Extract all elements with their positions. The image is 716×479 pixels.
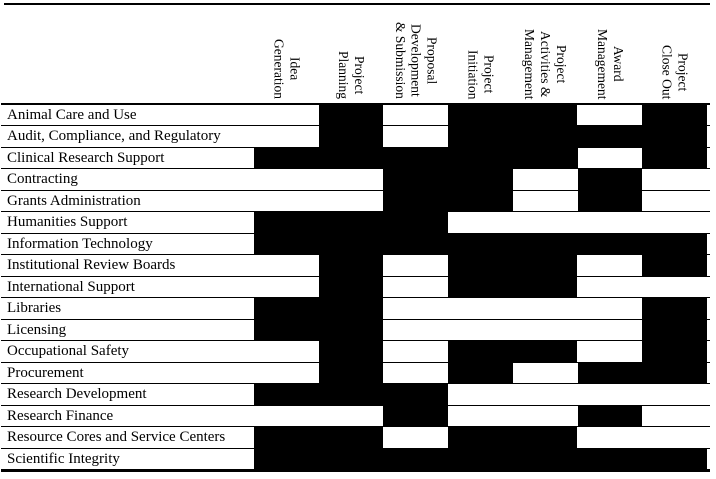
column-header-label: Proposal Development & Submission xyxy=(392,22,440,99)
header-separator-line xyxy=(1,103,710,105)
column-header-project-initiation: Project Initiation xyxy=(448,5,513,100)
matrix-row-scientific-integrity: Scientific Integrity xyxy=(1,448,710,470)
matrix-filled-cells xyxy=(448,126,707,148)
matrix-filled-cells xyxy=(318,276,384,299)
column-header-idea-generation: Idea Generation xyxy=(254,5,319,99)
row-label: Clinical Research Support xyxy=(7,149,165,166)
matrix-row-occupational-safety: Occupational Safety xyxy=(1,341,710,363)
column-header-award-management: Award Management xyxy=(578,5,643,99)
matrix-filled-cells xyxy=(577,405,643,428)
column-header-label: Project Close Out xyxy=(659,44,691,99)
matrix-filled-cells xyxy=(642,105,707,127)
matrix-filled-cells xyxy=(383,405,449,428)
row-label: Institutional Review Boards xyxy=(7,257,176,274)
matrix-filled-cells xyxy=(318,105,384,127)
row-label: Humanities Support xyxy=(7,214,128,231)
matrix-row-libraries: Libraries xyxy=(1,298,710,320)
matrix-filled-cells xyxy=(318,255,384,277)
column-header-proposal-development-submission: Proposal Development & Submission xyxy=(383,5,448,99)
matrix-filled-cells xyxy=(642,298,707,320)
column-header-project-activities-management: Project Activities & Management xyxy=(513,5,578,99)
matrix-body: Animal Care and Use Audit, Compliance, an… xyxy=(1,105,710,470)
matrix-filled-cells xyxy=(254,448,707,470)
row-label: Occupational Safety xyxy=(7,343,130,360)
matrix-row-audit-compliance-and-regulatory: Audit, Compliance, and Regulatory xyxy=(1,126,710,148)
matrix-filled-cells xyxy=(448,341,578,363)
row-label: Information Technology xyxy=(7,235,153,252)
matrix-row-contracting: Contracting xyxy=(1,169,710,191)
matrix-filled-cells xyxy=(254,298,384,320)
matrix-filled-cells xyxy=(642,147,707,170)
column-header-label: Project Planning xyxy=(336,50,367,99)
matrix-filled-cells xyxy=(642,341,707,363)
matrix-filled-cells xyxy=(383,190,513,213)
matrix-row-clinical-research-support: Clinical Research Support xyxy=(1,147,710,170)
column-headers-row: Idea Generation Project Planning Proposal … xyxy=(0,0,716,103)
matrix-filled-cells xyxy=(254,212,449,234)
row-label: Audit, Compliance, and Regulatory xyxy=(7,128,221,145)
matrix-row-licensing: Licensing xyxy=(1,319,710,342)
row-label: Licensing xyxy=(7,321,67,338)
matrix-row-animal-care-and-use: Animal Care and Use xyxy=(1,105,710,127)
row-label: Resource Cores and Service Centers xyxy=(7,429,226,446)
matrix-row-institutional-review-boards: Institutional Review Boards xyxy=(1,255,710,277)
matrix-filled-cells xyxy=(448,427,578,449)
row-label: Research Finance xyxy=(7,407,114,424)
matrix-filled-cells xyxy=(254,384,449,406)
matrix-filled-cells xyxy=(254,233,707,256)
matrix-row-grants-administration: Grants Administration xyxy=(1,190,710,213)
column-header-label: Idea Generation xyxy=(271,39,303,99)
row-label: Libraries xyxy=(7,300,62,317)
column-header-project-planning: Project Planning xyxy=(319,5,384,99)
row-label: Grants Administration xyxy=(7,192,141,209)
matrix-filled-cells xyxy=(448,105,578,127)
matrix-filled-cells xyxy=(254,319,384,342)
row-label: Contracting xyxy=(7,171,78,188)
column-header-label: Project Initiation xyxy=(465,49,497,100)
row-label: International Support xyxy=(7,278,135,295)
matrix-filled-cells xyxy=(577,190,643,213)
row-label: Scientific Integrity xyxy=(7,450,120,467)
matrix-filled-cells xyxy=(318,126,384,148)
matrix-filled-cells xyxy=(383,169,513,191)
matrix-filled-cells xyxy=(577,169,643,191)
bottom-border-line xyxy=(1,469,710,472)
matrix-filled-cells xyxy=(318,341,384,363)
matrix-filled-cells xyxy=(448,362,513,385)
row-label: Animal Care and Use xyxy=(7,107,137,123)
matrix-row-resource-cores-and-service-centers: Resource Cores and Service Centers xyxy=(1,427,710,449)
matrix-filled-cells xyxy=(448,276,578,299)
matrix-filled-cells xyxy=(254,147,578,170)
column-header-label: Project Activities & Management xyxy=(522,28,570,99)
matrix-filled-cells xyxy=(642,319,707,342)
matrix-row-procurement: Procurement xyxy=(1,362,710,385)
matrix-row-information-technology: Information Technology xyxy=(1,233,710,256)
row-label: Procurement xyxy=(7,364,84,381)
matrix-filled-cells xyxy=(254,427,384,449)
matrix-row-research-development: Research Development xyxy=(1,384,710,406)
matrix-row-humanities-support: Humanities Support xyxy=(1,212,710,234)
column-header-project-close-out: Project Close Out xyxy=(642,5,707,99)
matrix-row-international-support: International Support xyxy=(1,276,710,299)
matrix-filled-cells xyxy=(448,255,578,277)
matrix-filled-cells xyxy=(642,255,707,277)
row-label: Research Development xyxy=(7,386,147,403)
matrix-row-research-finance: Research Finance xyxy=(1,405,710,428)
column-header-label: Award Management xyxy=(594,28,626,99)
matrix-filled-cells xyxy=(318,362,384,385)
top-border-line xyxy=(4,3,710,5)
matrix-filled-cells xyxy=(577,362,707,385)
